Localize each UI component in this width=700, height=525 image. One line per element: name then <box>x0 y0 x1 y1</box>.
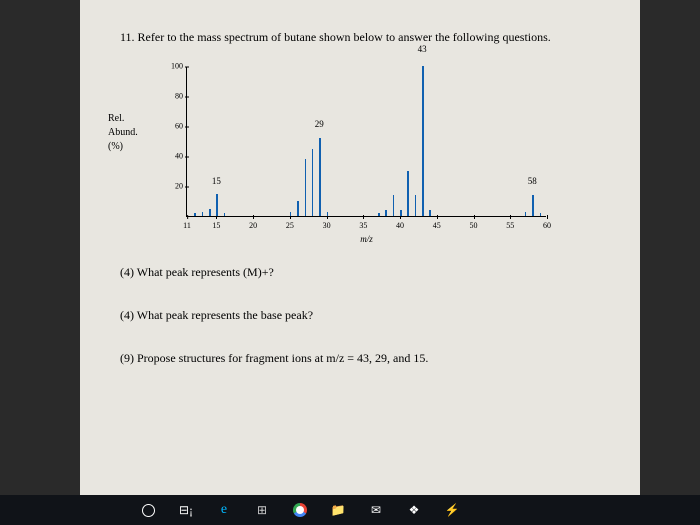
start-icon[interactable] <box>140 502 156 518</box>
windows-taskbar[interactable]: ⊟¡ e ⊞ 📁 ✉ ❖ ⚡ <box>0 495 700 525</box>
spectrum-peak <box>407 171 409 216</box>
x-tick: 40 <box>396 221 404 230</box>
spectrum-peak <box>378 213 380 216</box>
y-tick: 40 <box>165 152 183 161</box>
spectrum-peak <box>525 212 527 217</box>
spectrum-peak <box>429 210 431 216</box>
x-tick: 50 <box>470 221 478 230</box>
plot-area: m/z 204060801001115202530354045505560152… <box>186 67 546 217</box>
spectrum-peak <box>422 66 424 216</box>
y-tick: 20 <box>165 182 183 191</box>
mass-spectrum-chart: Rel. Abund. (%) m/z 20406080100111520253… <box>150 57 570 237</box>
spectrum-peak <box>540 213 542 216</box>
y-tick: 60 <box>165 122 183 131</box>
store-icon[interactable]: ⊞ <box>254 502 270 518</box>
peak-label: 29 <box>315 119 324 129</box>
mail-icon[interactable]: ✉ <box>368 502 384 518</box>
spectrum-peak <box>297 201 299 216</box>
y-axis-label: Rel. Abund. (%) <box>108 112 138 154</box>
spectrum-peak <box>415 195 417 216</box>
spectrum-peak <box>385 210 387 216</box>
x-axis-label: m/z <box>360 234 373 244</box>
spectrum-peak <box>312 149 314 217</box>
x-tick: 30 <box>323 221 331 230</box>
spectrum-peak <box>224 213 226 216</box>
spectrum-peak <box>202 212 204 217</box>
dropbox-icon[interactable]: ❖ <box>406 502 422 518</box>
x-tick: 35 <box>359 221 367 230</box>
spectrum-peak <box>290 212 292 217</box>
app-icon[interactable]: ⚡ <box>444 502 460 518</box>
question-3: (9) Propose structures for fragment ions… <box>120 351 600 366</box>
spectrum-peak <box>319 138 321 216</box>
x-tick: 15 <box>212 221 220 230</box>
spectrum-peak <box>194 213 196 216</box>
edge-icon[interactable]: e <box>216 502 232 518</box>
x-tick: 45 <box>433 221 441 230</box>
peak-label: 43 <box>418 44 427 54</box>
x-tick: 25 <box>286 221 294 230</box>
x-tick: 60 <box>543 221 551 230</box>
spectrum-peak <box>209 209 211 217</box>
spectrum-peak <box>216 194 218 217</box>
explorer-icon[interactable]: 📁 <box>330 502 346 518</box>
peak-label: 15 <box>212 176 221 186</box>
x-tick: 55 <box>506 221 514 230</box>
chrome-icon[interactable] <box>292 502 308 518</box>
x-tick: 20 <box>249 221 257 230</box>
cortana-icon[interactable]: ⊟¡ <box>178 502 194 518</box>
question-header: 11. Refer to the mass spectrum of butane… <box>120 30 600 45</box>
x-tick: 11 <box>183 221 191 230</box>
peak-label: 58 <box>528 176 537 186</box>
spectrum-peak <box>532 195 534 216</box>
spectrum-peak <box>327 212 329 217</box>
spectrum-peak <box>305 159 307 216</box>
question-2: (4) What peak represents the base peak? <box>120 308 600 323</box>
document-page: 11. Refer to the mass spectrum of butane… <box>80 0 640 495</box>
spectrum-peak <box>393 195 395 216</box>
y-tick: 80 <box>165 92 183 101</box>
spectrum-peak <box>400 210 402 216</box>
y-tick: 100 <box>165 62 183 71</box>
question-1: (4) What peak represents (M)+? <box>120 265 600 280</box>
